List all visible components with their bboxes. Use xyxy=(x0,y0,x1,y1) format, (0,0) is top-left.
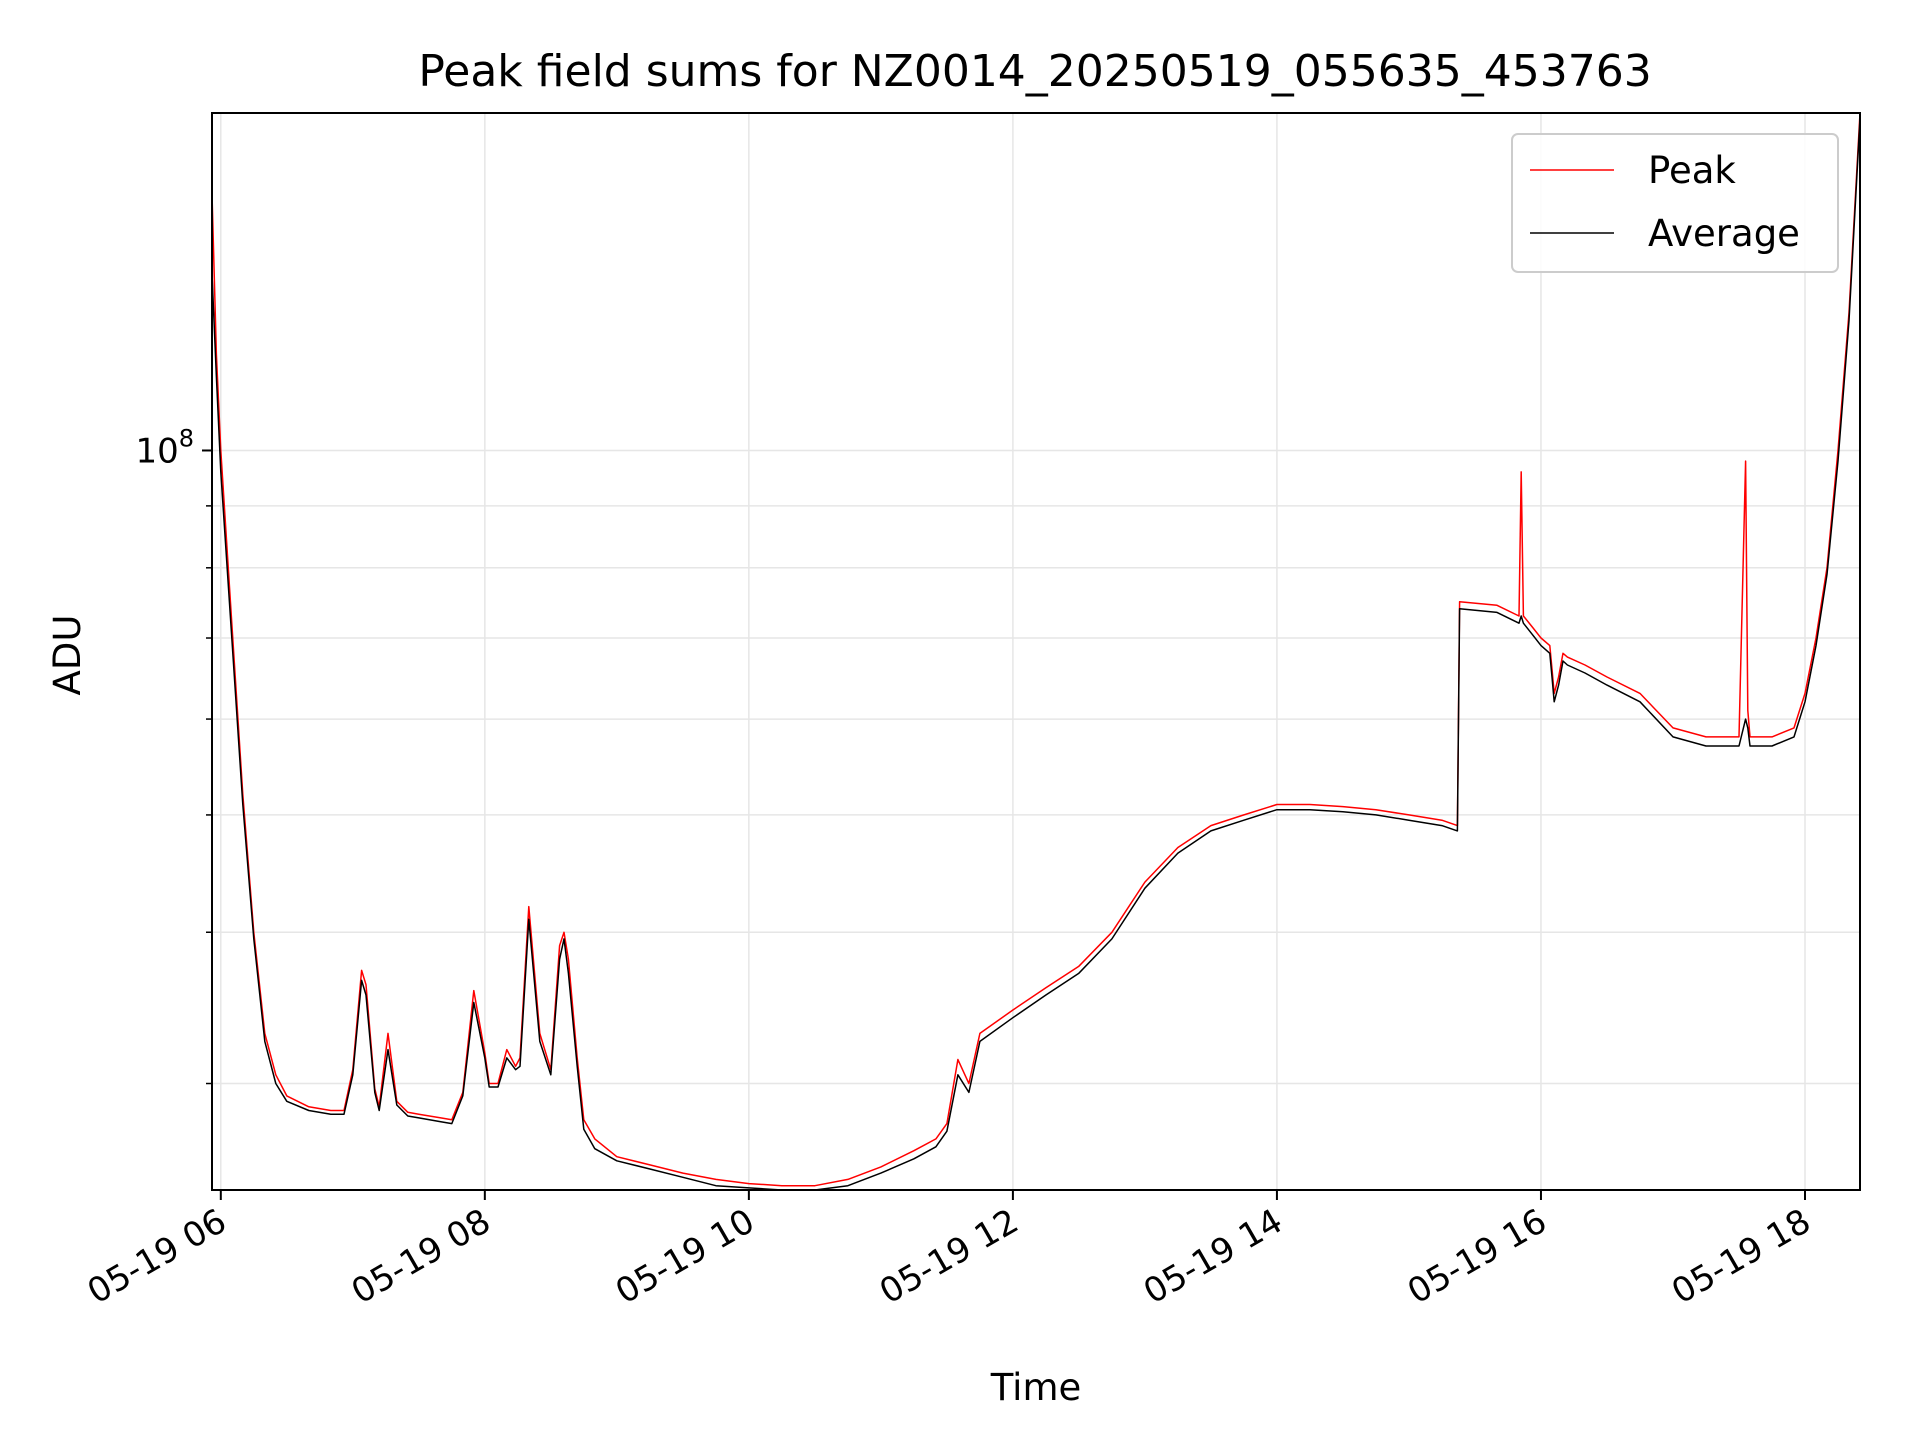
plot-frame xyxy=(211,112,1861,1191)
legend-label-average: Average xyxy=(1648,212,1800,255)
legend: Peak Average xyxy=(1511,133,1839,273)
legend-label-peak: Peak xyxy=(1648,149,1736,192)
x-axis-label: Time xyxy=(990,1366,1082,1409)
series-line-average xyxy=(211,118,1861,1191)
y-tick-label: 108 xyxy=(135,424,194,471)
chart-title: Peak field sums for NZ0014_20250519_0556… xyxy=(418,46,1651,97)
y-axis-label: ADU xyxy=(46,615,89,696)
legend-box xyxy=(1511,133,1839,273)
series-group xyxy=(211,112,1861,1191)
grid xyxy=(212,113,1860,1190)
series-line-peak xyxy=(211,112,1861,1187)
